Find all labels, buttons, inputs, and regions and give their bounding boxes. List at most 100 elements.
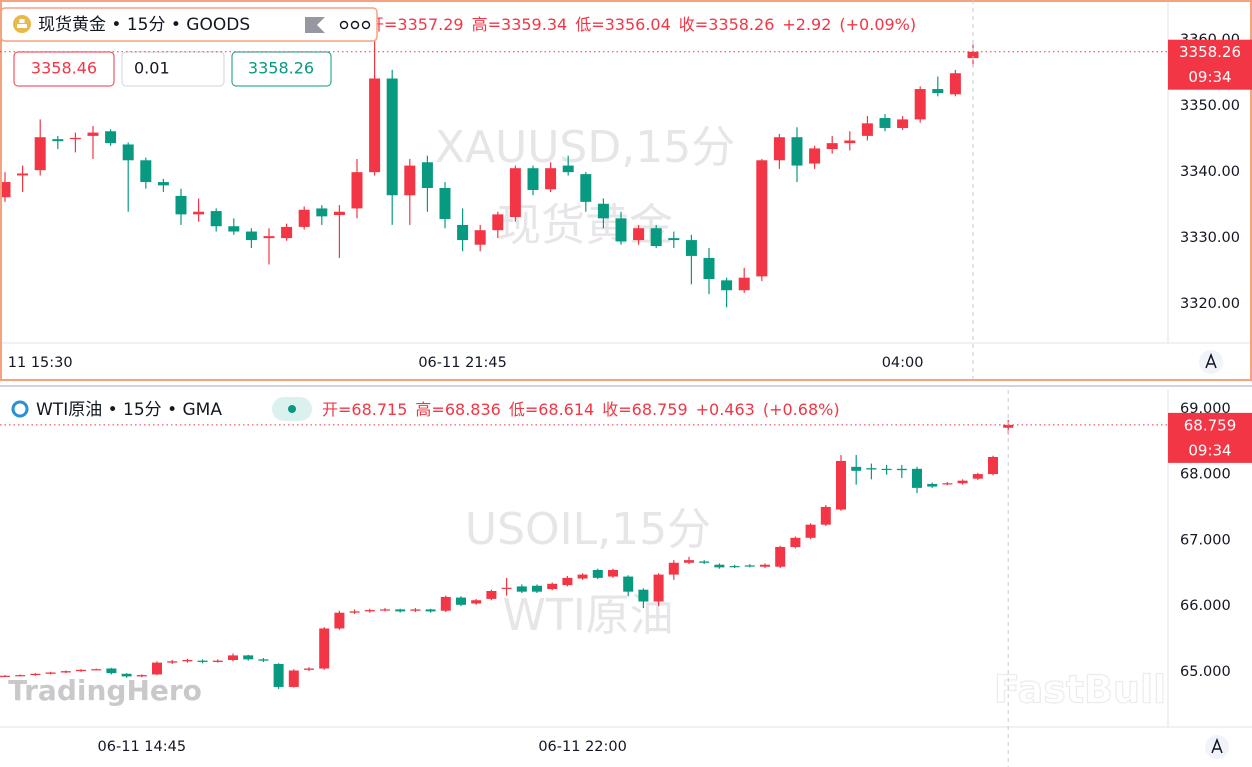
candle-body: [988, 457, 998, 475]
candle-body: [638, 589, 649, 602]
candle-body: [60, 671, 71, 673]
candle-body: [949, 73, 961, 95]
candle-body: [897, 119, 909, 128]
candle-body: [182, 659, 193, 662]
y-tick-label: 66.000: [1180, 598, 1231, 614]
candle-body: [547, 583, 558, 590]
candle-body: [106, 668, 117, 674]
candle-body: [69, 137, 81, 140]
candle-body: [175, 195, 187, 215]
more-icon[interactable]: [339, 20, 349, 30]
x-tick-label: 04:00: [882, 355, 924, 371]
ohlc-field-value: 68.759: [632, 400, 688, 419]
candle-body: [826, 143, 838, 150]
auto-scale-button[interactable]: [1205, 735, 1229, 759]
active-pane-border: [0, 0, 1252, 381]
candle-body: [580, 174, 592, 202]
candle-body: [333, 211, 345, 216]
ohlc-values: 开=3357.29 高=3359.34 低=3356.04 收=3358.26 +2.9…: [368, 15, 916, 34]
candle-body: [364, 610, 375, 612]
candle-body: [167, 661, 178, 663]
change-value: +2.92: [782, 15, 831, 34]
candle-body: [152, 662, 162, 675]
candle-body: [773, 137, 785, 161]
y-tick-label: 3330.00: [1180, 230, 1240, 246]
sell-price[interactable]: 3358.46: [31, 59, 97, 78]
candle-body: [105, 131, 117, 144]
candle-body: [0, 675, 10, 677]
candle-body: [439, 187, 451, 219]
quantity[interactable]: 0.01: [134, 59, 170, 78]
candle-body: [623, 576, 634, 592]
candle-body: [157, 182, 169, 186]
more-icon[interactable]: [361, 20, 371, 30]
candle-body: [729, 566, 740, 568]
quantity-input[interactable]: [121, 51, 225, 87]
candle-body: [738, 277, 750, 291]
watermark: USOIL,15分: [465, 504, 711, 555]
change-percent: (+0.09%): [839, 15, 916, 34]
candle-body: [492, 214, 504, 231]
candle-body: [288, 670, 299, 687]
candle-body: [957, 480, 968, 484]
candle-body: [861, 123, 873, 136]
ohlc-values: 开=68.715 高=68.836 低=68.614 收=68.759 +0.463 (+…: [322, 400, 840, 419]
candle-body: [369, 78, 381, 173]
ohlc-field-label: 高=: [472, 15, 501, 34]
ohlc-field-label: 低=: [575, 15, 604, 34]
candle-body: [395, 609, 406, 612]
ohlc-field-value: 3359.34: [501, 15, 567, 34]
candle-body: [316, 208, 328, 217]
y-tick-label: 67.000: [1180, 532, 1231, 548]
candle-body: [87, 132, 99, 136]
candle-body: [562, 165, 574, 173]
candle-body: [927, 483, 938, 487]
candle-body: [486, 591, 497, 599]
candle-body: [509, 168, 521, 218]
candle-body: [122, 144, 134, 161]
candle-body: [1003, 424, 1014, 428]
x-tick-label: 06-11 22:00: [538, 739, 627, 755]
candle-body: [351, 172, 363, 209]
candle-body: [193, 211, 205, 215]
last-price-label: 3358.26: [1179, 43, 1241, 61]
candle-body: [258, 659, 269, 661]
candle-body: [304, 668, 314, 670]
candle-body: [972, 474, 983, 479]
candle-body: [791, 137, 803, 166]
ohlc-field-value: 68.836: [445, 400, 501, 419]
candle-body: [349, 611, 360, 613]
candle-body: [386, 78, 398, 196]
auto-scale-button[interactable]: [1199, 350, 1223, 374]
candle-body: [298, 209, 310, 227]
buy-price[interactable]: 3358.26: [248, 59, 314, 78]
candle-body: [668, 562, 679, 575]
candle-body: [836, 460, 846, 510]
watermark: XAUUSD,15分: [435, 122, 735, 173]
candle-body: [421, 162, 433, 188]
flag-icon[interactable]: [305, 17, 325, 33]
last-price-tag: [1168, 39, 1252, 90]
ohlc-field-label: 收=: [679, 15, 708, 34]
plot: [0, 36, 979, 308]
candle-body: [597, 203, 609, 219]
candle-body: [532, 585, 542, 592]
brand-watermark: FastBull: [994, 668, 1166, 712]
symbol-label: 现货黄金 • 15分 • GOODS: [38, 15, 250, 35]
candle-body: [197, 660, 208, 662]
candle-body: [562, 577, 573, 586]
ohlc-field-value: 3356.04: [605, 15, 671, 34]
candle-body: [809, 148, 821, 164]
candle-body: [967, 51, 979, 59]
candle-body: [456, 597, 466, 605]
symbol-icon: [11, 400, 29, 418]
more-icon[interactable]: [350, 20, 360, 30]
candle-body: [410, 609, 421, 611]
buy-button[interactable]: [231, 51, 332, 87]
candle-body: [281, 226, 293, 239]
candle-body: [790, 537, 801, 548]
candle-body: [685, 240, 697, 256]
candle-body: [881, 468, 892, 471]
visibility-toggle-dot: [288, 405, 296, 413]
